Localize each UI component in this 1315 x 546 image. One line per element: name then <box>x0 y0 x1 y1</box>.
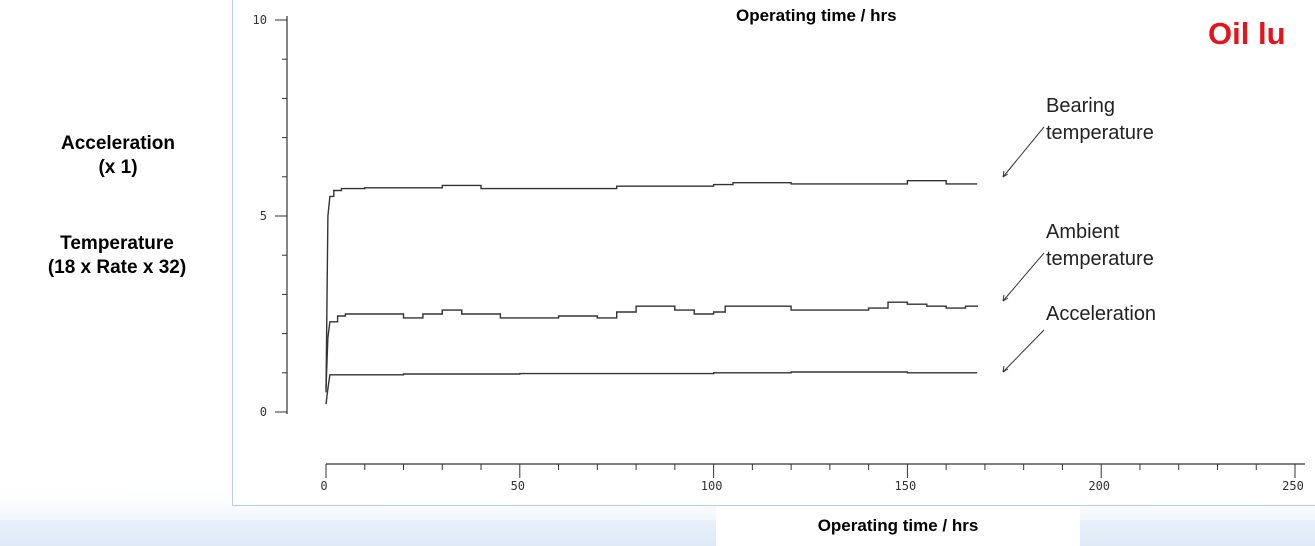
plot-panel <box>232 0 1315 506</box>
x-axis-label-top: Operating time / hrs <box>736 6 897 25</box>
series-label-acceleration-0: Acceleration <box>1046 303 1156 325</box>
leader-arrow-acceleration <box>1002 365 1009 373</box>
series-line-ambient-temperature <box>325 301 978 389</box>
x-tick-label-150: 150 <box>895 479 917 493</box>
y-tick-label-5: 5 <box>260 209 267 223</box>
leader-line-bearing-temperature <box>1002 126 1045 178</box>
leader-arrow-bearing-temperature <box>1002 170 1009 178</box>
series-label-ambient-temperature-1: temperature <box>1046 248 1154 270</box>
series-label-bearing-temperature-1: temperature <box>1046 122 1154 144</box>
x-tick-label-50: 50 <box>511 479 525 493</box>
series-line-acceleration <box>325 371 978 405</box>
leader-line-ambient-temperature <box>1002 252 1045 302</box>
series-label-bearing-temperature-0: Bearing <box>1046 95 1115 117</box>
chart-series <box>325 180 978 405</box>
y-tick-label-10: 10 <box>253 13 267 27</box>
series-label-ambient-temperature-0: Ambient <box>1046 221 1120 243</box>
x-axis-label-bottom: Operating time / hrs <box>716 506 1080 546</box>
x-tick-label-100: 100 <box>701 479 723 493</box>
y-tick-label-0: 0 <box>260 405 267 419</box>
y-axis-label-acceleration: Acceleration (x 1) <box>60 133 176 178</box>
leader-arrow-ambient-temperature <box>1002 294 1009 302</box>
slide-footer-strip <box>0 520 1315 546</box>
x-tick-label-200: 200 <box>1088 479 1110 493</box>
chart-annotations: Bearing temperature Ambient temperature Acce… <box>1002 95 1156 373</box>
leader-line-acceleration <box>1002 329 1045 373</box>
x-tick-label-250: 250 <box>1282 479 1304 493</box>
series-line-bearing-temperature <box>325 180 978 393</box>
x-tick-label-0: 0 <box>320 479 327 493</box>
slide-title: Oil lu <box>1208 16 1286 51</box>
y-axis-label-temperature: Temperature (18 x Rate x 32) <box>47 233 187 278</box>
